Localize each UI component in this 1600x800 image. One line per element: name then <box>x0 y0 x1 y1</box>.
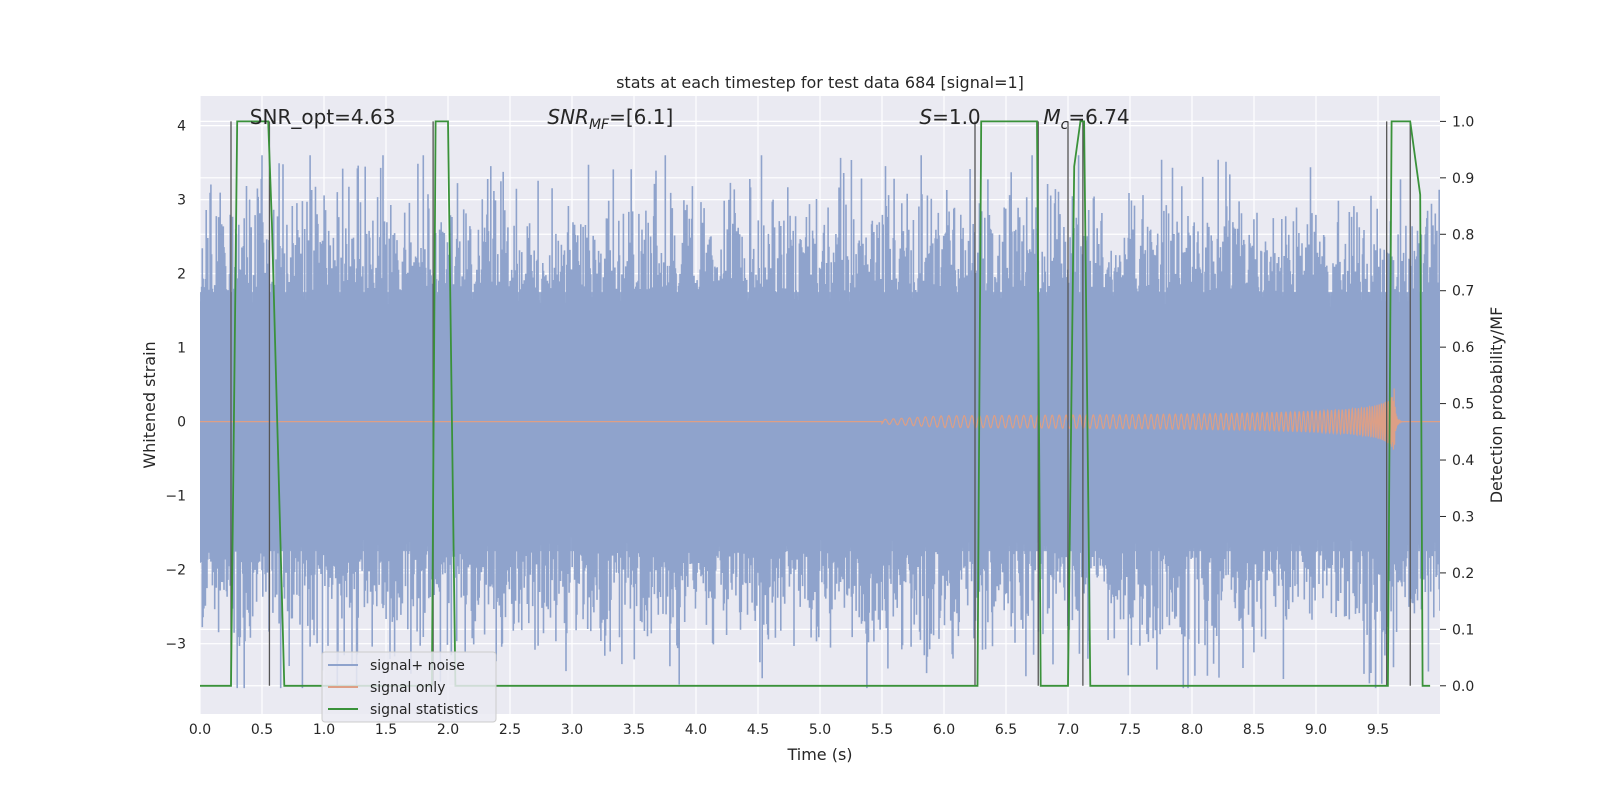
annotation-part: =[6.1] <box>609 105 673 129</box>
y2-tick-label: 0.2 <box>1452 566 1474 582</box>
chart-title: stats at each timestep for test data 684… <box>616 73 1024 92</box>
x-tick-label: 1.5 <box>375 722 397 738</box>
x-tick-label: 6.5 <box>995 722 1017 738</box>
y-tick-label: 4 <box>177 119 186 135</box>
x-tick-label: 9.5 <box>1367 722 1389 738</box>
x-tick-label: 9.0 <box>1305 722 1327 738</box>
legend-box <box>321 651 497 723</box>
y-tick-label: 0 <box>177 415 186 431</box>
annotation-text: SNR_opt=4.63 <box>250 105 396 129</box>
y2-tick-label: 0.4 <box>1452 453 1474 469</box>
annotation-part: MF <box>589 117 610 133</box>
y2-tick-label: 0.3 <box>1452 509 1474 525</box>
x-tick-label: 6.0 <box>933 722 955 738</box>
x-tick-label: 3.0 <box>561 722 583 738</box>
annotation-text: S=1.0 <box>919 105 980 129</box>
x-tick-label: 0.5 <box>251 722 273 738</box>
x-tick-label: 2.0 <box>437 722 459 738</box>
x-tick-label: 8.5 <box>1243 722 1265 738</box>
annotation-part: SNR_opt=4.63 <box>250 105 396 129</box>
annotations: SNR_opt=4.63 SNRMF=[6.1] S=1.0 Mc=6.74 <box>250 105 1130 133</box>
detection-markers <box>230 121 1411 686</box>
x-tick-label: 4.5 <box>747 722 769 738</box>
annotation-part: S <box>919 105 932 129</box>
y2-tick-label: 0.9 <box>1452 171 1474 187</box>
y-tick-label: −3 <box>165 637 186 653</box>
series-signal-statistics <box>200 120 1431 687</box>
y-tick-label: 1 <box>177 341 186 357</box>
x-axis-label: Time (s) <box>786 745 852 764</box>
x-tick-label: 3.5 <box>623 722 645 738</box>
y2-axis-label: Detection probability/MF <box>1487 307 1506 504</box>
axis-ticks: 0.0 0.5 1.0 1.5 2.0 2.5 3.0 3.5 4.0 4.5 5.0 5.5 6.0 6… <box>165 114 1474 738</box>
y2-tick-label: 0.8 <box>1452 227 1474 243</box>
x-tick-label: 8.0 <box>1181 722 1203 738</box>
x-tick-label: 7.5 <box>1119 722 1141 738</box>
y2-tick-label: 0.5 <box>1452 397 1474 413</box>
x-tick-label: 7.0 <box>1057 722 1079 738</box>
x-tick-label: 1.0 <box>313 722 335 738</box>
y-tick-label: −2 <box>165 563 186 579</box>
x-tick-label: 4.0 <box>685 722 707 738</box>
y2-tick-label: 0.7 <box>1452 284 1474 300</box>
legend-label-signal-noise: signal+ noise <box>370 658 465 674</box>
x-tick-label: 2.5 <box>499 722 521 738</box>
annotation-part: M <box>1043 105 1060 129</box>
y-tick-label: −1 <box>165 489 186 505</box>
legend-label-signal-statistics: signal statistics <box>370 702 478 718</box>
y-tick-label: 3 <box>177 193 186 209</box>
y2-tick-label: 0.1 <box>1452 622 1474 638</box>
y2-tick-label: 0.6 <box>1452 340 1474 356</box>
series-signal-only <box>200 388 1440 450</box>
y-tick-label: 2 <box>177 267 186 283</box>
y2-tick-label: 1.0 <box>1452 114 1474 130</box>
x-tick-label: 5.0 <box>809 722 831 738</box>
y2-tick-label: 0.0 <box>1452 679 1474 695</box>
annotation-part: c <box>1061 117 1069 133</box>
legend-label-signal-only: signal only <box>370 680 445 696</box>
annotation-part: SNR <box>547 105 589 129</box>
legend: signal+ noise signal only signal statist… <box>321 651 497 723</box>
annotation-part: =1.0 <box>932 105 981 129</box>
y-axis-label: Whitened strain <box>140 341 159 468</box>
x-tick-label: 0.0 <box>189 722 211 738</box>
annotation-part: =6.74 <box>1068 105 1129 129</box>
annotation-text: SNRMF=[6.1] <box>547 105 673 133</box>
x-tick-label: 5.5 <box>871 722 893 738</box>
plot-area <box>200 120 1440 689</box>
annotation-text: Mc=6.74 <box>1043 105 1129 133</box>
